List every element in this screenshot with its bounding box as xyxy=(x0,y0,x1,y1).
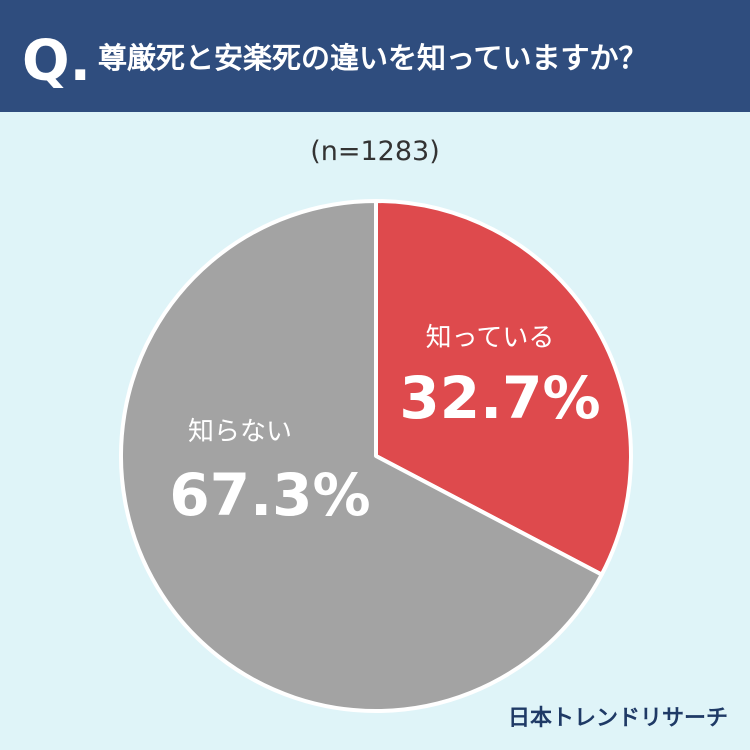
value-label: 32.7% xyxy=(399,364,600,432)
chart-title: 尊厳死と安楽死の違いを知っていますか？ xyxy=(98,41,648,75)
pie-slice xyxy=(119,199,604,713)
sample-size: (n=1283) xyxy=(310,136,440,167)
pie xyxy=(119,199,633,713)
header xyxy=(0,0,750,112)
question-prefix: Q. xyxy=(22,29,91,94)
slice-label: 知らない xyxy=(188,417,292,447)
pie-slice xyxy=(374,199,633,577)
slice-label: 知っている xyxy=(426,323,555,353)
source: 日本トレンドリサーチ xyxy=(508,706,728,731)
value-label: 67.3% xyxy=(169,461,370,529)
